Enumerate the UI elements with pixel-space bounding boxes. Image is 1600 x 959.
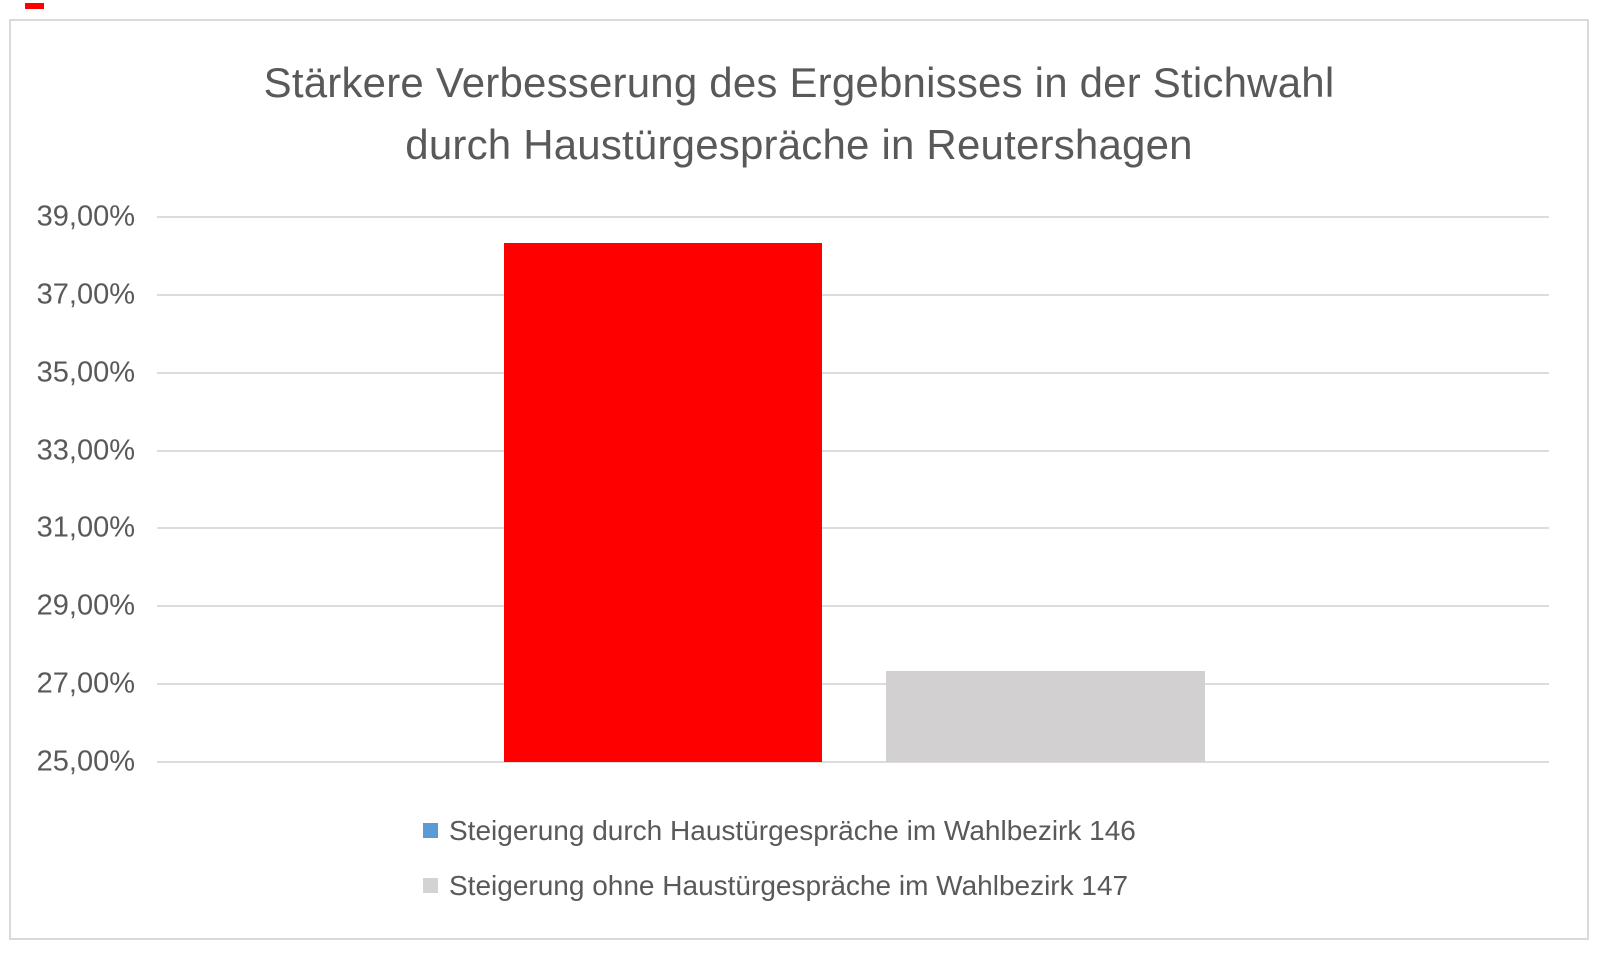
chart-title: Stärkere Verbesserung des Ergebnisses in… [11, 52, 1587, 176]
y-tick-label: 29,00% [36, 589, 135, 622]
y-tick-label: 39,00% [36, 200, 135, 233]
gridline [157, 761, 1549, 763]
legend-swatch-gray-icon [423, 878, 438, 893]
legend-item-wahlbezirk-147: Steigerung ohne Haustürgespräche im Wahl… [423, 869, 1136, 902]
y-tick-label: 31,00% [36, 511, 135, 544]
legend-label-wahlbezirk-147: Steigerung ohne Haustürgespräche im Wahl… [449, 869, 1129, 901]
y-tick-label: 33,00% [36, 434, 135, 467]
legend-label-wahlbezirk-146: Steigerung durch Haustürgespräche im Wah… [449, 814, 1136, 846]
legend-item-wahlbezirk-146: Steigerung durch Haustürgespräche im Wah… [423, 814, 1136, 847]
gridline [157, 293, 1549, 296]
y-tick-label: 37,00% [36, 278, 135, 311]
chart-title-line-1: Stärkere Verbesserung des Ergebnisses in… [263, 59, 1335, 106]
gridline [157, 683, 1549, 686]
gridline [157, 216, 1549, 218]
bar-steigerung-wahlbezirk-146 [503, 243, 823, 762]
y-tick-label: 25,00% [36, 745, 135, 778]
legend-swatch-blue-icon [423, 823, 438, 838]
legend: Steigerung durch Haustürgespräche im Wah… [423, 814, 1136, 924]
chart-title-line-2: durch Haustürgespräche in Reutershagen [405, 121, 1193, 168]
chart-frame: Stärkere Verbesserung des Ergebnisses in… [9, 19, 1589, 940]
y-axis-labels: 39,00% 37,00% 35,00% 33,00% 31,00% 29,00% 27,0… [11, 201, 135, 778]
red-dash-artifact [25, 3, 44, 9]
y-tick-label: 27,00% [36, 667, 135, 700]
plot-area [157, 216, 1549, 763]
gridline [157, 449, 1549, 452]
gridline [157, 371, 1549, 374]
y-tick-label: 35,00% [36, 356, 135, 389]
bar-steigerung-wahlbezirk-147 [886, 671, 1206, 762]
gridline [157, 605, 1549, 608]
gridline [157, 527, 1549, 530]
